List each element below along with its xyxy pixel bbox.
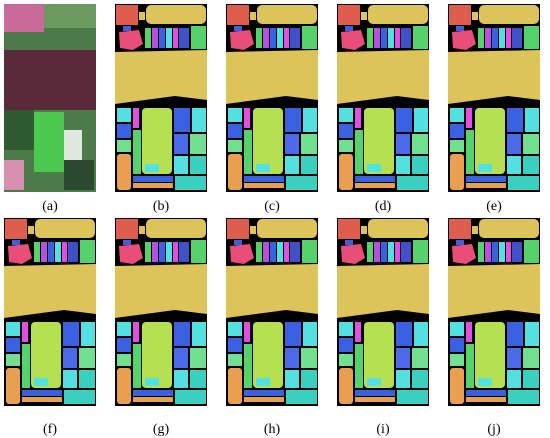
classification-map	[226, 4, 318, 192]
panel-label: (i)	[376, 422, 390, 437]
rgb-image	[4, 4, 96, 192]
panel-label: (h)	[264, 422, 281, 437]
classification-map	[448, 218, 540, 406]
panel-label: (a)	[42, 199, 58, 214]
classification-map	[4, 218, 96, 406]
classification-map	[115, 4, 207, 192]
panel-label: (b)	[153, 199, 170, 214]
panel-label: (c)	[264, 199, 280, 214]
classification-map	[337, 218, 429, 406]
classification-map	[448, 4, 540, 192]
panel-label: (e)	[486, 199, 502, 214]
classification-map	[115, 218, 207, 406]
panel-label: (g)	[153, 422, 170, 437]
panel-label: (f)	[43, 422, 57, 437]
classification-map	[337, 4, 429, 192]
panel-label: (j)	[487, 422, 501, 437]
panel-label: (d)	[375, 199, 392, 214]
classification-map	[226, 218, 318, 406]
